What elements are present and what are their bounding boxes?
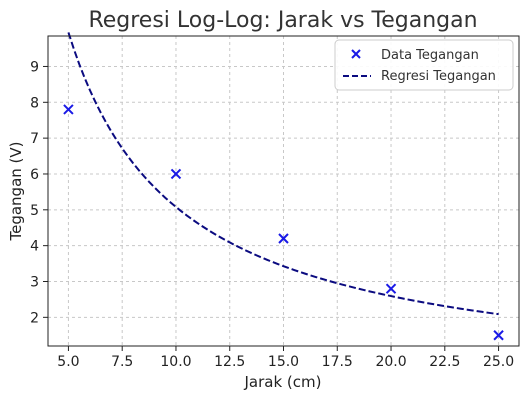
x-tick-label: 22.5 — [429, 354, 460, 370]
y-tick-label: 4 — [30, 239, 39, 255]
legend-label-regression: Regresi Tegangan — [381, 69, 496, 84]
y-tick-label: 7 — [30, 131, 39, 147]
x-tick-label: 20.0 — [375, 354, 406, 370]
data-point — [63, 104, 74, 115]
data-point — [493, 330, 504, 341]
y-tick-label: 8 — [30, 95, 39, 111]
grid — [48, 36, 519, 346]
y-tick-label: 3 — [30, 274, 39, 290]
legend-box — [334, 39, 514, 91]
legend-label-data: Data Tegangan — [381, 48, 479, 63]
y-tick-label: 5 — [30, 203, 39, 219]
regression-curve — [67, 32, 499, 316]
x-tick-label: 12.5 — [214, 354, 245, 370]
x-tick-label: 25.0 — [483, 354, 514, 370]
x-tick-label: 17.5 — [322, 354, 353, 370]
data-point — [278, 233, 289, 244]
x-axis-ticks: 5.0 7.5 10.0 12.5 15.0 17.5 20.0 22.5 25.0 — [57, 346, 514, 370]
data-point-stroke — [278, 233, 289, 244]
x-tick-label: 5.0 — [57, 354, 79, 370]
x-axis-label: Jarak (cm) — [244, 373, 322, 391]
x-tick-label: 10.0 — [160, 354, 191, 370]
data-point — [385, 283, 397, 294]
data-point-stroke — [63, 104, 74, 115]
regression-line — [67, 32, 499, 316]
y-tick-label: 6 — [30, 167, 39, 183]
legend-marker-data-icon — [351, 49, 361, 59]
data-point-stroke — [385, 283, 397, 294]
x-tick-label: 7.5 — [111, 354, 133, 370]
legend: Data Tegangan Regresi Tegangan — [334, 39, 514, 91]
data-point — [170, 168, 182, 180]
data-point-stroke — [493, 330, 504, 341]
chart-title: Regresi Log-Log: Jarak vs Tegangan — [88, 8, 477, 33]
data-points — [63, 104, 504, 341]
y-axis-ticks: 2 3 4 5 6 7 8 9 — [30, 59, 48, 326]
y-axis-label: Tegangan (V) — [7, 141, 25, 241]
y-tick-label: 9 — [30, 59, 39, 75]
x-tick-label: 15.0 — [268, 354, 299, 370]
data-point-stroke — [170, 168, 182, 180]
y-tick-label: 2 — [30, 310, 39, 326]
